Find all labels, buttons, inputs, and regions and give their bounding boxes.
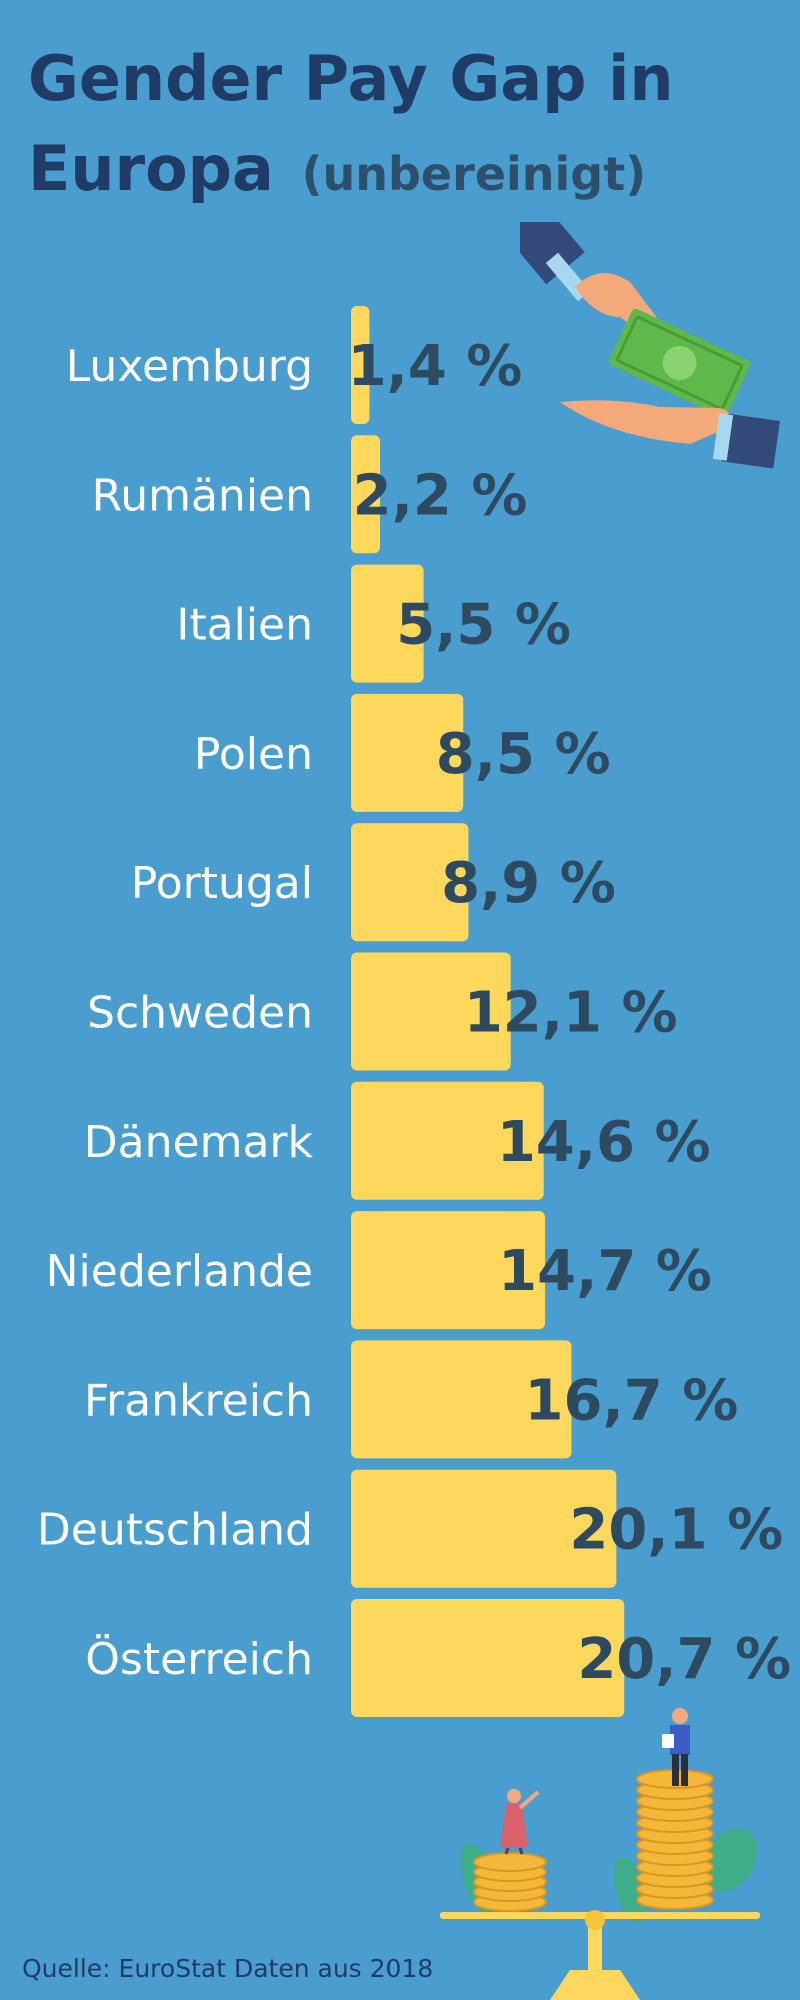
bar-9 xyxy=(351,1340,572,1459)
bar-5 xyxy=(351,823,469,942)
category-label: Niederlande xyxy=(46,1246,313,1297)
category-label: Polen xyxy=(194,729,313,780)
labels-layer: Luxemburg 1,4 % Rumänien 2,2 % Italien 5,5 % P… xyxy=(37,334,791,1692)
bar-10 xyxy=(351,1469,617,1588)
value-label: 14,6 % xyxy=(497,1110,711,1175)
bar-4 xyxy=(351,693,464,812)
bar-3 xyxy=(351,564,424,683)
bar-chart: Luxemburg 1,4 % Rumänien 2,2 % Italien 5,5 % P… xyxy=(37,306,791,1717)
page-title: Gender Pay Gap in Europa (unbereinigt) xyxy=(28,34,728,219)
value-label: 8,9 % xyxy=(441,851,616,916)
category-label: Rumänien xyxy=(92,470,313,521)
title-line-2: Europa xyxy=(28,132,274,205)
bar-11 xyxy=(351,1599,625,1717)
bar-8 xyxy=(351,1211,546,1330)
hands-exchanging-money-icon xyxy=(520,222,780,469)
category-label: Luxemburg xyxy=(66,341,313,392)
value-label: 8,5 % xyxy=(436,722,611,787)
bar-2 xyxy=(351,435,381,554)
category-label: Dänemark xyxy=(84,1117,314,1168)
title-line-1: Gender Pay Gap in xyxy=(28,42,674,115)
value-label: 16,7 % xyxy=(525,1368,739,1433)
value-label: 20,1 % xyxy=(569,1498,783,1563)
bar-1 xyxy=(351,306,370,424)
value-label: 12,1 % xyxy=(464,981,678,1046)
value-label: 20,7 % xyxy=(577,1627,791,1692)
subtitle: (unbereinigt) xyxy=(301,147,647,201)
value-label: 1,4 % xyxy=(348,334,523,399)
value-label: 2,2 % xyxy=(353,463,528,528)
value-label: 5,5 % xyxy=(396,593,571,658)
category-label: Schweden xyxy=(87,988,313,1039)
bar-6 xyxy=(351,952,511,1071)
balance-scale-coins-icon xyxy=(440,1708,760,2000)
category-label: Portugal xyxy=(131,858,313,909)
bars-layer xyxy=(351,306,625,1717)
source-note: Quelle: EuroStat Daten aus 2018 xyxy=(22,1954,434,1983)
category-label: Österreich xyxy=(85,1633,313,1685)
category-label: Italien xyxy=(176,600,313,651)
value-label: 14,7 % xyxy=(498,1239,712,1304)
category-label: Deutschland xyxy=(37,1505,313,1556)
category-label: Frankreich xyxy=(84,1375,313,1426)
bar-7 xyxy=(351,1081,544,1200)
